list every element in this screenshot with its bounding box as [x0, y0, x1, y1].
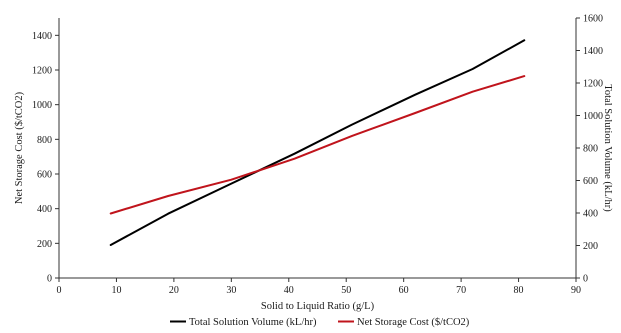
x-tick-label: 80 [514, 285, 524, 296]
x-tick-label: 90 [571, 285, 581, 296]
left-y-axis-title: Net Storage Cost ($/tCO2) [14, 91, 25, 204]
data-point [293, 153, 296, 155]
right-y-tick-label: 1200 [583, 79, 603, 90]
left-y-tick-label: 1200 [32, 66, 52, 77]
right-y-tick-label: 400 [583, 209, 598, 220]
right-y-tick-label: 800 [583, 144, 598, 155]
data-point [472, 68, 474, 70]
x-tick-label: 30 [226, 285, 236, 296]
left-y-tick-label: 1400 [32, 31, 52, 42]
series-line-1 [109, 75, 526, 215]
data-point [472, 91, 474, 93]
left-y-tick-label: 600 [37, 170, 52, 181]
legend-label-0: Total Solution Volume (kL/hr) [189, 317, 317, 328]
x-tick-label: 70 [456, 285, 466, 296]
data-point [523, 75, 525, 77]
x-tick-label: 20 [169, 285, 179, 296]
axes-layer: 0 10 20 30 40 50 60 70 80 90020040060080010001200… [14, 14, 613, 313]
right-y-tick-label: 200 [583, 241, 598, 252]
right-y-tick-label: 1600 [583, 14, 603, 25]
data-point [414, 112, 416, 114]
data-point [167, 213, 169, 215]
data-point [351, 135, 353, 137]
left-y-tick-label: 0 [47, 274, 52, 285]
x-tick-label: 50 [341, 285, 351, 296]
data-point [414, 94, 416, 96]
right-y-axis-title: Total Solution Volume (kL/hr) [602, 84, 613, 212]
right-y-tick-label: 1000 [583, 111, 603, 122]
left-y-tick-label: 800 [37, 135, 52, 146]
left-y-tick-label: 200 [37, 239, 52, 250]
left-y-tick-label: 400 [37, 204, 52, 215]
data-point [293, 158, 296, 160]
right-y-tick-label: 600 [583, 176, 598, 187]
data-point [230, 182, 232, 185]
data-point [351, 124, 353, 126]
data-point [523, 39, 525, 41]
data-point [110, 212, 112, 215]
series-layer [109, 39, 526, 246]
x-tick-label: 0 [57, 285, 62, 296]
x-tick-label: 10 [111, 285, 121, 296]
data-point [110, 244, 112, 246]
data-point [167, 195, 169, 197]
right-y-tick-label: 0 [583, 274, 588, 285]
legend-label-1: Net Storage Cost ($/tCO2) [357, 317, 470, 328]
data-point [230, 179, 232, 181]
legend: Total Solution Volume (kL/hr) Net Storage… [170, 317, 470, 328]
x-axis-title: Solid to Liquid Ratio (g/L) [261, 301, 375, 312]
x-tick-label: 60 [399, 285, 409, 296]
right-y-tick-label: 1400 [583, 46, 603, 57]
series-line-0 [109, 39, 526, 246]
left-y-tick-label: 1000 [32, 100, 52, 111]
x-tick-label: 40 [284, 285, 294, 296]
